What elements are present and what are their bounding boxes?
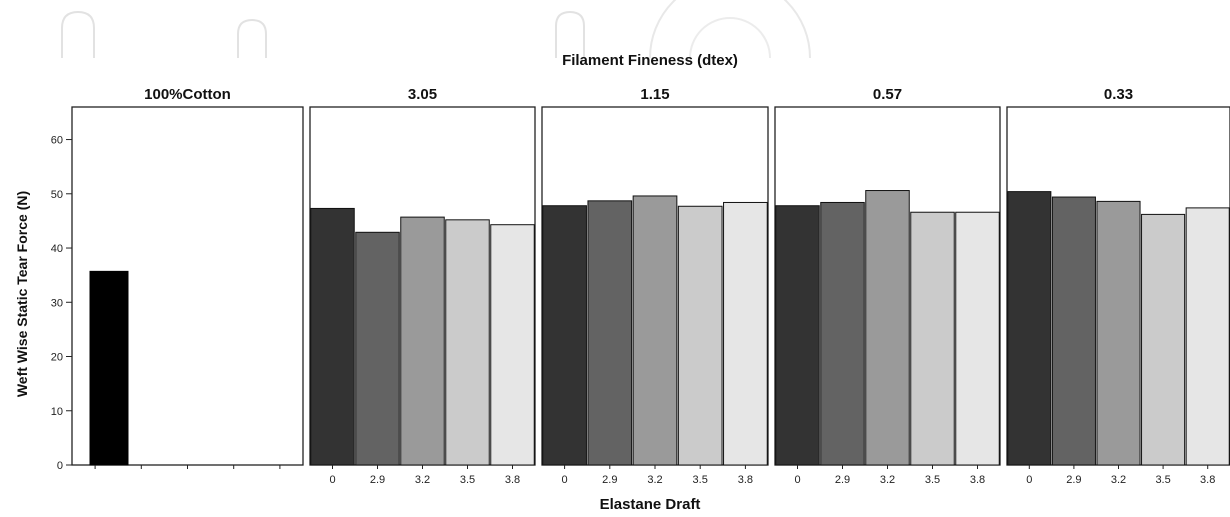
bar xyxy=(1096,200,1141,466)
x-tick-label: 2.9 xyxy=(602,474,617,486)
x-tick-label: 2.9 xyxy=(835,474,850,486)
y-tick-label: 60 xyxy=(51,135,63,147)
y-tick-label: 30 xyxy=(51,297,63,309)
y-tick-label: 40 xyxy=(51,243,63,255)
bar xyxy=(677,205,723,466)
x-axis-title: Elastane Draft xyxy=(599,496,701,513)
bar xyxy=(445,219,490,466)
x-tick-label: 3.2 xyxy=(415,474,430,486)
bar xyxy=(1007,191,1052,466)
bar xyxy=(355,231,400,466)
panel-header: 1.15 xyxy=(640,86,669,103)
chart-title: Filament Fineness (dtex) xyxy=(562,52,738,69)
x-tick-label: 0 xyxy=(329,474,335,486)
x-tick-label: 2.9 xyxy=(370,474,385,486)
bar xyxy=(632,195,678,466)
bar xyxy=(490,224,535,466)
bar xyxy=(775,205,820,466)
bar xyxy=(1051,196,1096,466)
bar xyxy=(723,201,768,466)
x-tick-label: 3.2 xyxy=(880,474,895,486)
bar xyxy=(820,201,865,466)
y-tick-label: 50 xyxy=(51,189,63,201)
x-tick-label: 3.8 xyxy=(738,474,753,486)
x-tick-label: 3.5 xyxy=(693,474,708,486)
x-tick-label: 3.8 xyxy=(505,474,520,486)
panel-header: 0.33 xyxy=(1104,86,1133,103)
bar xyxy=(310,207,355,466)
bar xyxy=(400,216,445,466)
x-tick-label: 3.2 xyxy=(1111,474,1126,486)
bar xyxy=(542,205,587,466)
x-tick-label: 3.5 xyxy=(925,474,940,486)
y-tick-label: 10 xyxy=(51,406,63,418)
bar xyxy=(910,211,955,466)
x-tick-label: 3.8 xyxy=(1200,474,1215,486)
bar xyxy=(865,190,910,466)
x-tick-label: 0 xyxy=(1026,474,1032,486)
x-tick-label: 3.5 xyxy=(460,474,475,486)
bar xyxy=(89,270,129,466)
x-tick-label: 0 xyxy=(562,474,568,486)
y-axis-title: Weft Wise Static Tear Force (N) xyxy=(14,190,30,398)
bar xyxy=(955,211,1000,466)
bar xyxy=(587,200,633,466)
x-tick-label: 2.9 xyxy=(1066,474,1081,486)
x-tick-label: 3.2 xyxy=(647,474,662,486)
bar xyxy=(1141,213,1186,466)
x-tick-label: 0 xyxy=(794,474,800,486)
panel-header: 0.57 xyxy=(873,86,902,103)
panel-header: 3.05 xyxy=(408,86,437,103)
panel-header: 100%Cotton xyxy=(144,86,231,103)
y-tick-label: 20 xyxy=(51,352,63,364)
y-tick-label: 0 xyxy=(57,460,63,472)
bar xyxy=(1185,207,1230,466)
x-tick-label: 3.5 xyxy=(1155,474,1170,486)
x-tick-label: 3.8 xyxy=(970,474,985,486)
